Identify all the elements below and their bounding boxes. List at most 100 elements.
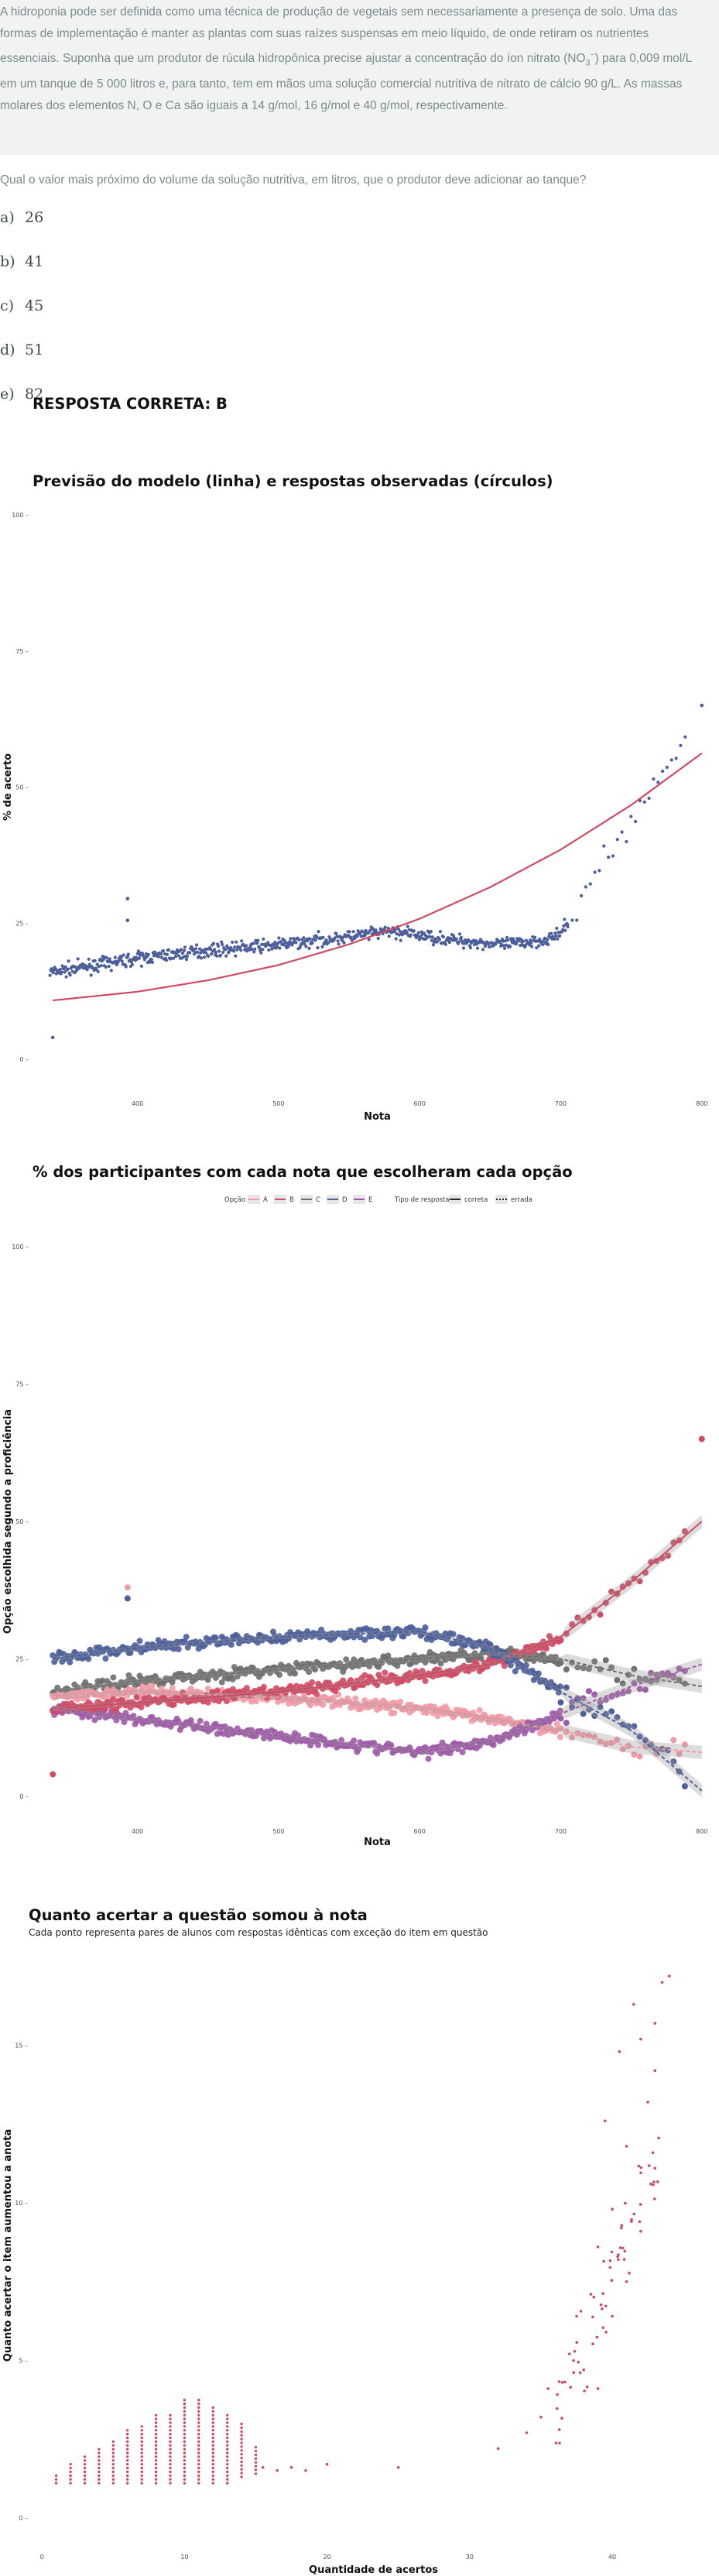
chart3-point: [240, 2456, 243, 2460]
chart3-point: [140, 2429, 143, 2432]
chart1-point: [185, 954, 190, 959]
chart2-point: [352, 1695, 359, 1702]
chart1-point: [429, 930, 433, 934]
chart3-point: [554, 2441, 558, 2445]
chart3-point: [98, 2482, 101, 2485]
chart3-point: [211, 2440, 214, 2444]
option-b[interactable]: b) 41: [0, 253, 44, 270]
option-a[interactable]: a) 26: [0, 209, 44, 226]
legend-label-errada: errada: [511, 1196, 532, 1204]
chart3-point: [169, 2466, 172, 2470]
chart2-point: [330, 1694, 337, 1701]
chart1-point: [508, 945, 512, 948]
chart1-point: [441, 935, 446, 939]
chart1-point: [240, 939, 244, 943]
chart1-point: [261, 948, 265, 952]
chart2-point: [229, 1676, 236, 1682]
chart3-point: [558, 2441, 561, 2445]
chart3-point: [240, 2422, 243, 2426]
chart2-point: [625, 1688, 632, 1695]
chart1-point: [215, 954, 219, 958]
chart3-point: [169, 2478, 172, 2481]
chart3-point: [602, 2259, 605, 2263]
chart1-point: [566, 924, 570, 929]
chart1-y-tick-75: 75 –: [15, 1381, 29, 1388]
chart3-point: [240, 2445, 243, 2448]
chart0-y-tick-50: 50 –: [15, 784, 29, 791]
chart2-point: [204, 1686, 211, 1693]
chart3-point: [254, 2461, 258, 2464]
chart1-point: [194, 947, 198, 951]
chart3-point: [211, 2474, 214, 2478]
chart1-point: [652, 777, 656, 781]
chart3-point: [169, 2470, 172, 2474]
chart1-point: [593, 870, 597, 874]
chart2-point: [175, 1718, 182, 1725]
option-e[interactable]: e) 82: [0, 386, 44, 403]
chart3-point: [154, 2436, 158, 2440]
chart2-point: [158, 1685, 165, 1692]
chart1-point: [336, 939, 340, 943]
chart3-point: [623, 2249, 627, 2253]
chart3-point: [211, 2478, 214, 2481]
chart3-point: [639, 2203, 642, 2206]
chart1-point: [199, 951, 203, 955]
chart1-point: [430, 935, 435, 939]
chart3-point: [83, 2482, 87, 2485]
chart3-point: [646, 2101, 649, 2104]
chart1-point: [96, 969, 100, 973]
chart1-point: [234, 954, 238, 958]
chart3-point: [197, 2399, 200, 2402]
chart1-point: [351, 930, 355, 934]
chart1-point: [217, 944, 221, 948]
chart3-point: [226, 2470, 229, 2474]
chart2-points-option-b: [50, 1528, 688, 1715]
chart3-point: [630, 2220, 633, 2223]
chart3-point: [632, 2212, 635, 2216]
chart1-point: [60, 970, 63, 974]
chart1-point: [515, 942, 519, 946]
chart1-point: [669, 758, 673, 762]
chart3-point: [525, 2431, 529, 2434]
chart1-point: [563, 918, 567, 921]
chart1-point: [368, 928, 372, 932]
chart1-point: [195, 943, 199, 947]
option-c[interactable]: c) 45: [0, 297, 44, 314]
chart1-point: [93, 959, 97, 962]
option-d[interactable]: d) 51: [0, 341, 44, 358]
chart2-point: [122, 1710, 129, 1717]
chart3-point: [98, 2455, 101, 2458]
chart1-point: [302, 936, 306, 940]
chart2-point: [442, 1656, 449, 1663]
chart3-point: [595, 2335, 599, 2339]
chart1-point: [566, 922, 570, 926]
chart3-point: [183, 2459, 187, 2462]
chart3-point: [240, 2471, 243, 2475]
chart1-point: [219, 953, 223, 957]
chart1-point: [620, 830, 624, 834]
chart2-point: [175, 1646, 182, 1652]
chart2-point: [212, 1634, 219, 1641]
chart3-point: [254, 2457, 258, 2461]
chart3-point: [140, 2466, 143, 2470]
chart1-point: [152, 950, 156, 954]
chart3-point: [639, 2171, 642, 2175]
chart1-point: [317, 930, 320, 934]
chart2-point: [170, 1701, 177, 1708]
chart1-point: [457, 932, 462, 936]
chart3-point: [618, 2246, 622, 2249]
chart3-point: [83, 2459, 87, 2462]
chart1-point: [405, 931, 409, 935]
chart1-point: [135, 952, 139, 955]
chart1-point: [233, 945, 237, 949]
chart3-point: [211, 2406, 214, 2410]
chart3-point: [569, 2386, 572, 2389]
chart3-x-tick-30: 30: [466, 2554, 474, 2561]
chart1-point: [108, 957, 111, 961]
chart2-point: [608, 1708, 615, 1715]
chart3-point: [126, 2482, 129, 2485]
chart2-point: [135, 1644, 142, 1651]
chart1-point: [468, 945, 473, 950]
chart3-point: [601, 2326, 604, 2330]
chart3-point: [54, 2482, 58, 2485]
